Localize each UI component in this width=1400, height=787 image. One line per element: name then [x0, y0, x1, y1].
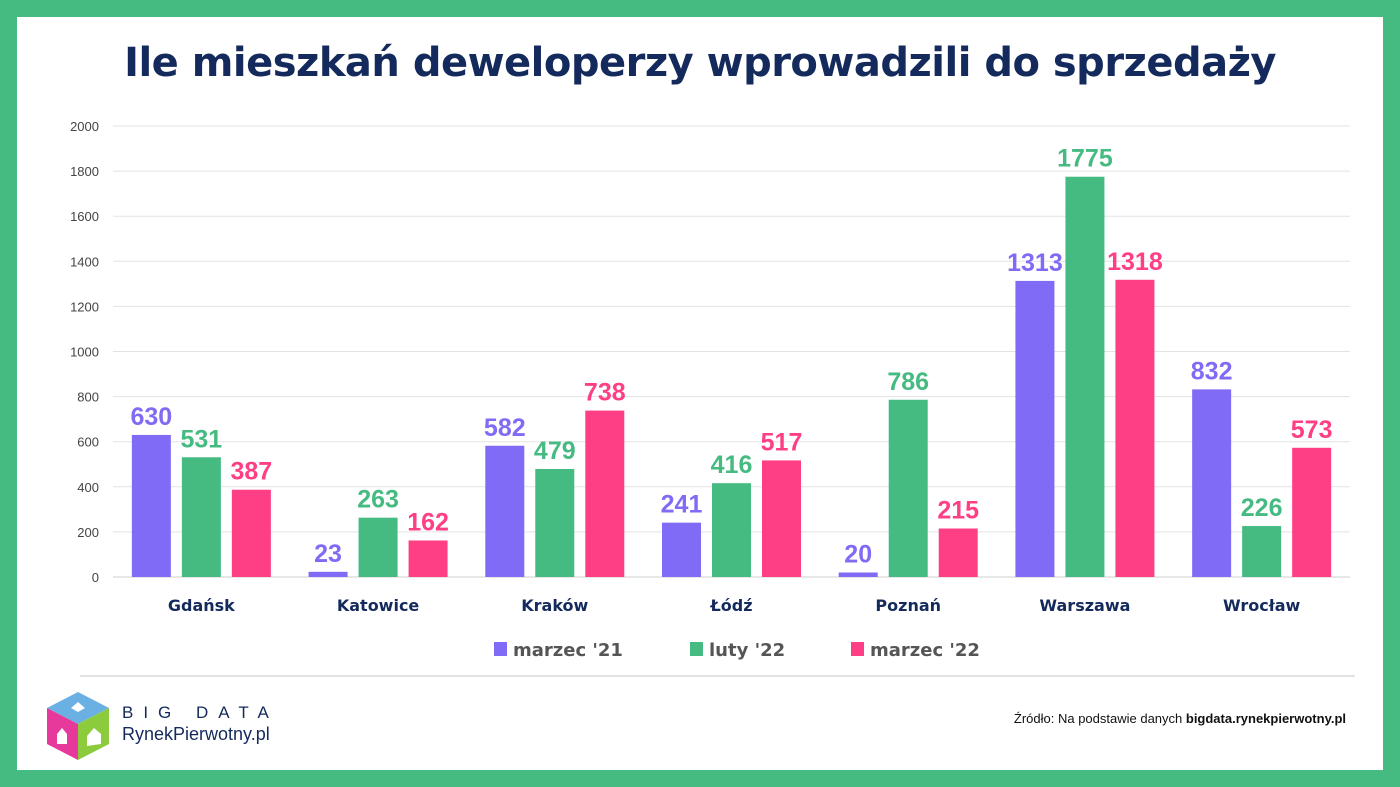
bar	[938, 528, 978, 577]
data-label: 582	[484, 414, 526, 442]
bar	[181, 457, 221, 577]
legend-swatch	[851, 642, 864, 656]
y-tick-label: 1400	[70, 254, 99, 269]
x-tick-label: Warszawa	[1039, 596, 1130, 615]
bar	[712, 483, 751, 577]
chart-title: Ile mieszkań deweloperzy wprowadzili do …	[124, 40, 1276, 86]
source-note: Źródło: Na podstawie danych bigdata.ryne…	[1014, 711, 1346, 726]
legend-label: luty '22	[709, 640, 785, 661]
bar	[231, 489, 271, 577]
source-site: bigdata.rynekpierwotny.pl	[1185, 711, 1346, 726]
y-tick-label: 1200	[70, 299, 99, 314]
legend-label: marzec '22	[870, 640, 980, 661]
y-tick-label: 1800	[70, 164, 99, 179]
y-tick-label: 0	[92, 570, 99, 585]
bar	[1242, 526, 1282, 577]
logo-site: RynekPierwotny.pl	[122, 724, 270, 744]
logo-big-data: BIG DATA	[122, 703, 279, 722]
bar	[1292, 447, 1332, 577]
y-tick-label: 1000	[70, 345, 99, 360]
bar	[1115, 279, 1155, 577]
y-tick-label: 600	[77, 435, 99, 450]
x-tick-label: Gdańsk	[168, 596, 235, 615]
bar	[888, 399, 928, 577]
bar	[1192, 389, 1232, 577]
data-label: 1313	[1007, 249, 1063, 277]
bar	[838, 572, 878, 577]
y-tick-label: 200	[77, 525, 99, 540]
data-label: 263	[357, 486, 399, 514]
bar	[485, 445, 525, 577]
bigdata-logo-icon	[45, 690, 111, 766]
legend-swatch	[690, 642, 703, 656]
bar	[535, 468, 575, 577]
data-label: 162	[407, 508, 449, 536]
data-label: 20	[844, 540, 872, 568]
x-tick-label: Łódź	[709, 596, 752, 615]
bar	[662, 522, 701, 577]
data-label: 517	[761, 428, 803, 456]
legend-label: marzec '21	[513, 640, 623, 661]
data-label: 1775	[1057, 145, 1113, 173]
data-label: 531	[180, 425, 222, 453]
bar	[131, 434, 171, 577]
bar	[585, 410, 625, 577]
bar	[1065, 176, 1105, 578]
x-tick-label: Kraków	[521, 596, 588, 615]
y-tick-label: 1600	[70, 209, 99, 224]
x-tick-label: Wrocław	[1223, 596, 1300, 615]
data-label: 573	[1291, 416, 1333, 444]
data-label: 786	[887, 368, 929, 396]
data-label: 1318	[1107, 248, 1163, 276]
data-label: 738	[584, 379, 626, 407]
source-prefix: Źródło: Na podstawie danych	[1013, 711, 1186, 726]
x-tick-label: Poznań	[875, 596, 941, 615]
data-label: 23	[314, 540, 342, 568]
bar	[408, 540, 448, 577]
x-tick-label: Katowice	[337, 596, 420, 615]
bar	[762, 460, 801, 577]
bar	[308, 571, 348, 577]
data-label: 226	[1241, 494, 1283, 522]
legend-swatch	[494, 642, 507, 656]
y-tick-label: 800	[77, 390, 99, 405]
y-tick-label: 400	[77, 480, 99, 495]
bar	[1015, 280, 1055, 577]
data-label: 479	[534, 437, 576, 465]
data-label: 416	[711, 451, 753, 479]
data-label: 387	[230, 458, 272, 486]
data-label: 832	[1191, 357, 1233, 385]
data-label: 215	[937, 497, 979, 525]
bar	[358, 517, 398, 577]
y-tick-label: 2000	[70, 119, 99, 134]
data-label: 630	[130, 403, 172, 431]
data-label: 241	[661, 491, 703, 519]
